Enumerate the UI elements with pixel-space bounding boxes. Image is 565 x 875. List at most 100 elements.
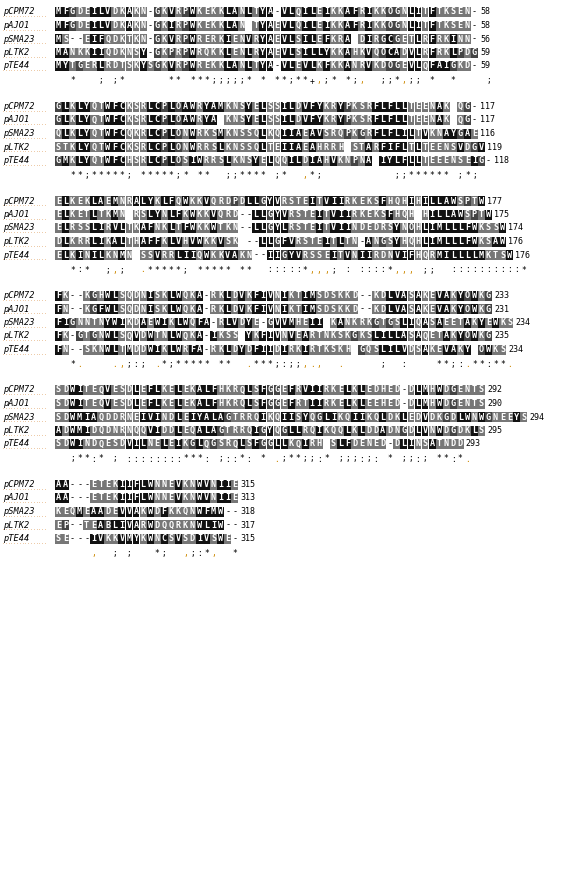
Bar [231,345,238,354]
Bar [372,102,379,111]
Text: ;: ; [472,171,477,180]
Bar [323,223,330,233]
Bar [189,439,196,449]
Text: F: F [429,61,434,71]
Text: M: M [437,223,442,233]
Bar [365,156,372,165]
Text: A: A [267,21,272,30]
Bar [267,385,273,395]
Bar [372,223,379,233]
Bar [288,7,294,17]
Bar [464,20,471,31]
Text: V: V [127,521,132,529]
Bar [168,345,175,354]
Text: L: L [295,156,301,165]
Bar [415,7,421,17]
Bar [464,209,471,220]
Text: W: W [486,210,491,219]
Text: I: I [260,412,266,422]
Text: D: D [408,426,414,435]
Bar [210,209,217,220]
Bar [69,209,76,220]
Text: K: K [437,412,442,422]
Text: T: T [437,332,442,340]
Bar [238,250,245,260]
Text: Y: Y [133,534,138,543]
Text: L: L [197,439,202,449]
Text: R: R [197,48,202,57]
Bar [267,47,273,58]
Text: -: - [232,507,237,516]
Bar [450,196,457,206]
Text: :: : [317,454,321,464]
Text: G: G [91,332,96,340]
Bar [316,425,323,436]
Bar [182,20,189,31]
Bar [97,398,104,409]
Bar [330,142,337,152]
Bar [245,102,252,111]
Text: R: R [331,143,336,151]
Bar [267,439,273,449]
Text: M: M [56,8,61,17]
Text: I: I [119,480,124,489]
Bar [217,20,224,31]
Bar [471,331,478,341]
Bar [203,223,210,233]
Bar [175,223,182,233]
Text: .: . [246,360,251,369]
Text: :: : [162,454,167,464]
Text: pLTK2: pLTK2 [3,48,29,57]
Bar [429,412,436,422]
Bar [393,102,400,111]
Bar [443,398,450,409]
Bar [224,61,231,71]
Text: V: V [133,332,138,340]
Bar [161,425,168,436]
Text: K: K [345,291,350,300]
Bar [450,7,457,17]
Text: N: N [281,332,286,340]
Bar [253,290,259,300]
Bar [125,439,132,449]
Text: L: L [169,156,174,165]
Text: I: I [197,534,202,543]
Bar [97,236,104,247]
Text: :: : [514,265,519,275]
Text: E: E [275,143,280,151]
Bar [83,223,90,233]
Bar [83,61,90,71]
Text: N: N [141,304,146,313]
Bar [415,223,421,233]
Text: 294: 294 [529,412,544,422]
Bar [231,20,238,31]
Bar [267,156,273,165]
Bar [401,156,407,165]
Text: -: - [387,439,392,449]
Text: E: E [183,386,188,395]
Text: K: K [119,21,124,30]
Bar [457,196,464,206]
Bar [161,534,168,543]
Text: Y: Y [394,237,399,246]
Text: 234: 234 [515,318,530,327]
Text: I: I [324,237,329,246]
Text: ;: ; [112,76,118,86]
Bar [415,102,421,111]
Text: L: L [162,439,167,449]
Bar [401,34,407,44]
Text: L: L [98,21,103,30]
Text: E: E [232,48,237,57]
Text: I: I [147,304,153,313]
Bar [344,156,351,165]
Bar [386,345,393,354]
Text: D: D [373,386,378,395]
Bar [372,425,379,436]
Bar [421,20,428,31]
Bar [175,102,182,111]
Bar [245,156,252,165]
Text: pAJO1: pAJO1 [3,304,29,313]
Text: 235: 235 [494,332,509,340]
Text: K: K [63,332,68,340]
Text: F: F [324,61,329,71]
